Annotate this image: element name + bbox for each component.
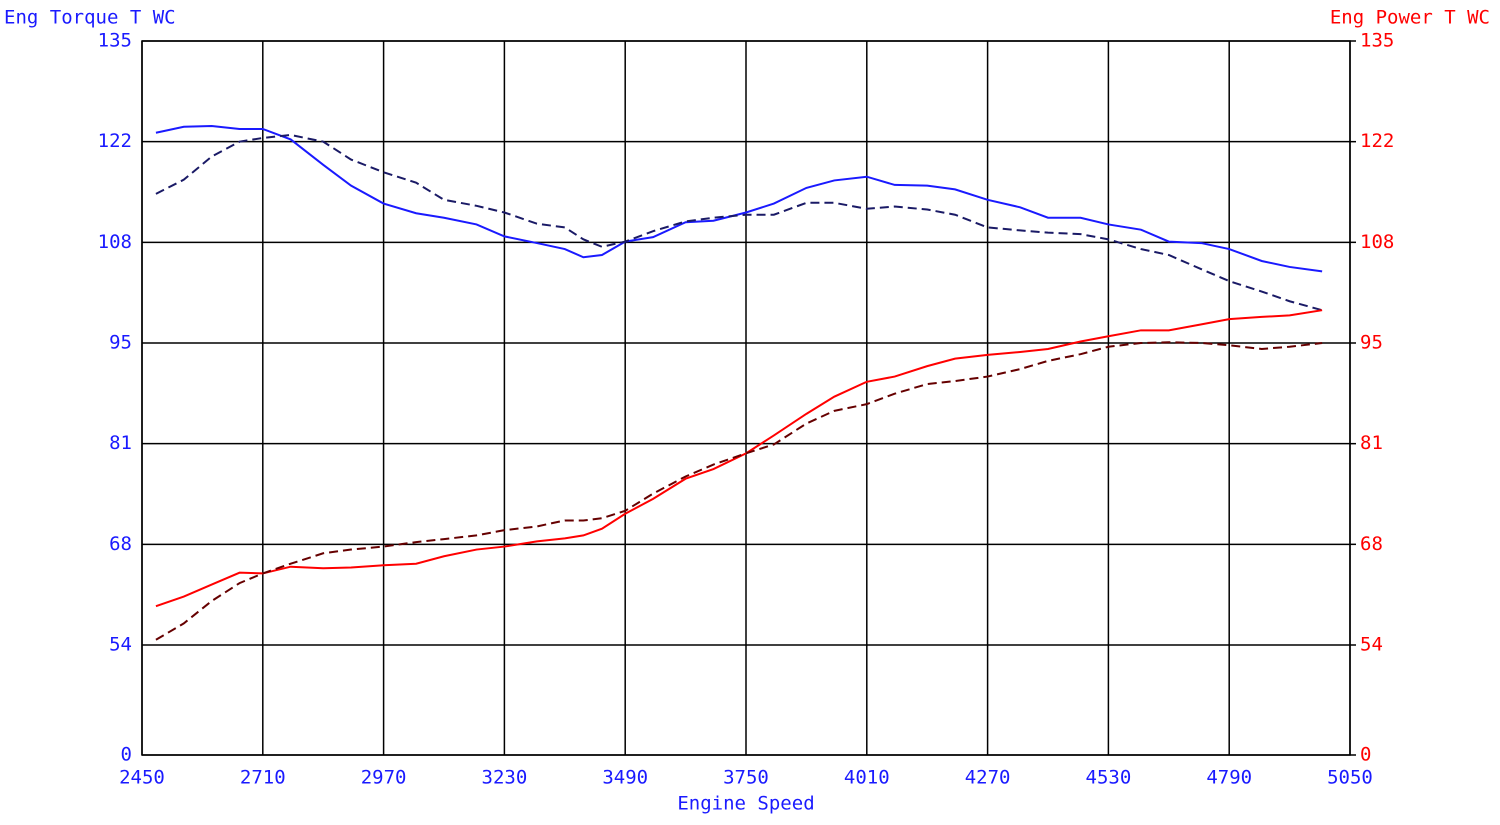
y-tick-label: 95 — [109, 332, 132, 354]
x-tick-label: 3230 — [482, 767, 528, 789]
y2-tick-label: 95 — [1360, 332, 1383, 354]
x-tick-label: 4270 — [965, 767, 1011, 789]
y2-tick-label: 122 — [1360, 130, 1394, 152]
y2-tick-label: 135 — [1360, 30, 1394, 52]
x-tick-label: 3750 — [723, 767, 769, 789]
y2-tick-label: 81 — [1360, 432, 1383, 454]
series-line — [155, 125, 1323, 273]
series-line — [155, 341, 1323, 641]
y-tick-label: 68 — [109, 533, 132, 555]
y-tick-label: 135 — [98, 30, 132, 52]
y2-axis-title: Eng Power T WC — [1330, 7, 1490, 29]
x-tick-label: 2710 — [240, 767, 286, 789]
y2-tick-label: 0 — [1360, 744, 1371, 766]
x-tick-label: 4790 — [1206, 767, 1252, 789]
y-tick-label: 54 — [109, 634, 132, 656]
x-tick-label: 2450 — [119, 767, 165, 789]
y-axis-title: Eng Torque T WC — [4, 7, 176, 29]
y-tick-label: 122 — [98, 130, 132, 152]
series-line — [155, 133, 1323, 312]
y2-tick-label: 68 — [1360, 533, 1383, 555]
x-tick-label: 4530 — [1086, 767, 1132, 789]
y-tick-label: 0 — [121, 744, 132, 766]
x-tick-label: 2970 — [361, 767, 407, 789]
y2-tick-label: 54 — [1360, 634, 1383, 656]
plot-frame — [141, 40, 1351, 756]
y-tick-label: 108 — [98, 231, 132, 253]
y2-tick-label: 108 — [1360, 231, 1394, 253]
x-tick-label: 5050 — [1327, 767, 1373, 789]
x-tick-label: 3490 — [602, 767, 648, 789]
x-axis-title: Engine Speed — [677, 793, 814, 815]
series-line — [155, 309, 1323, 608]
x-tick-label: 4010 — [844, 767, 890, 789]
y-tick-label: 81 — [109, 432, 132, 454]
